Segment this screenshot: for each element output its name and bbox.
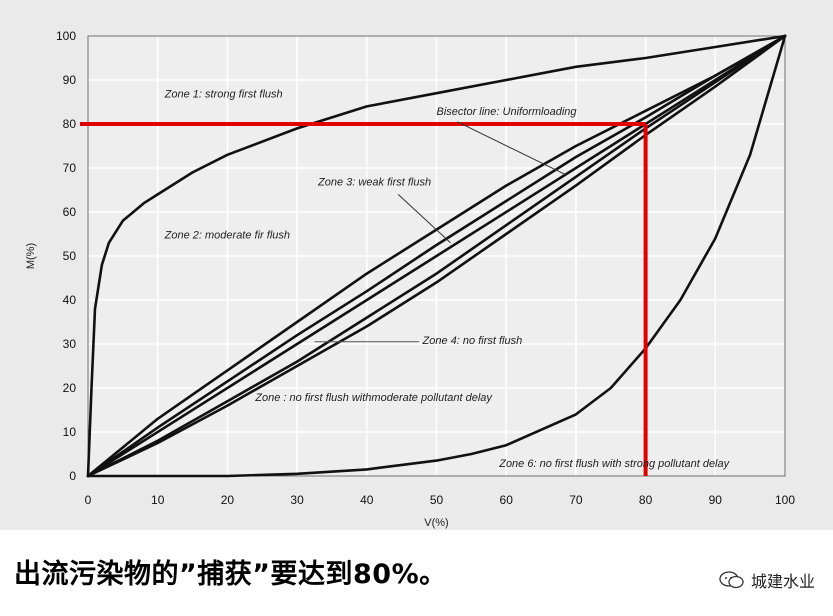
series-line-7 bbox=[86, 34, 787, 478]
x-tick-label: 30 bbox=[290, 493, 304, 507]
series-line-3 bbox=[86, 34, 787, 478]
plot-frame bbox=[87, 35, 786, 477]
x-tick-label: 70 bbox=[569, 493, 583, 507]
line-chart: 0 10 20 30 40 50 60 70 80 90 100 0 10 20 30 40 50 60 70 80 9… bbox=[25, 29, 795, 529]
x-tick-label: 0 bbox=[85, 493, 92, 507]
x-tick-label: 10 bbox=[151, 493, 165, 507]
series-line-1 bbox=[86, 34, 787, 478]
series-line-6 bbox=[86, 34, 787, 478]
zone-annotation: Zone 6: no first flush with strong pollu… bbox=[498, 458, 730, 470]
zone-annotation: Zone : no first flush withmoderate pollu… bbox=[254, 392, 493, 404]
x-tick-label: 60 bbox=[500, 493, 514, 507]
zone-annotation: Zone 2: moderate fir flush bbox=[164, 229, 290, 241]
annotation-pointer-bisector bbox=[457, 121, 566, 176]
watermark: 城建水业 bbox=[719, 568, 815, 592]
y-tick-label: 80 bbox=[63, 117, 77, 131]
y-tick-label: 30 bbox=[63, 337, 77, 351]
x-tick-label: 100 bbox=[775, 493, 795, 507]
y-tick-label: 60 bbox=[63, 205, 77, 219]
y-tick-label: 70 bbox=[63, 161, 77, 175]
x-tick-label: 50 bbox=[430, 493, 444, 507]
zone-annotation: Zone 4: no first flush bbox=[422, 335, 523, 347]
annotation-pointer-zone3 bbox=[397, 194, 451, 244]
watermark-text: 城建水业 bbox=[750, 572, 815, 591]
series-line-5 bbox=[86, 34, 787, 478]
wechat-bubble-icon bbox=[719, 571, 744, 589]
y-tick-label: 0 bbox=[69, 469, 76, 483]
zone-annotation: Bisector line: Uniformloading bbox=[437, 106, 578, 118]
x-tick-label: 40 bbox=[360, 493, 374, 507]
x-tick-label: 20 bbox=[221, 493, 235, 507]
x-axis-label: V(%) bbox=[424, 517, 448, 529]
y-tick-label: 10 bbox=[63, 425, 77, 439]
y-axis-label: M(%) bbox=[25, 243, 37, 269]
zone-annotation: Zone 1: strong first flush bbox=[164, 89, 283, 101]
x-tick-label: 90 bbox=[709, 493, 723, 507]
series-line-4 bbox=[86, 34, 787, 478]
caption-text: 出流污染物的”捕获”要达到80%。 bbox=[14, 559, 447, 590]
y-tick-label: 40 bbox=[63, 293, 77, 307]
y-tick-label: 20 bbox=[63, 381, 77, 395]
y-tick-label: 50 bbox=[63, 249, 77, 263]
x-tick-label: 80 bbox=[639, 493, 653, 507]
y-tick-label: 100 bbox=[56, 29, 76, 43]
chart-frame: 0 10 20 30 40 50 60 70 80 90 100 0 10 20 30 40 50 60 70 80 9… bbox=[0, 0, 833, 530]
zone-annotation: Zone 3: weak first flush bbox=[317, 177, 431, 189]
y-tick-label: 90 bbox=[63, 73, 77, 87]
